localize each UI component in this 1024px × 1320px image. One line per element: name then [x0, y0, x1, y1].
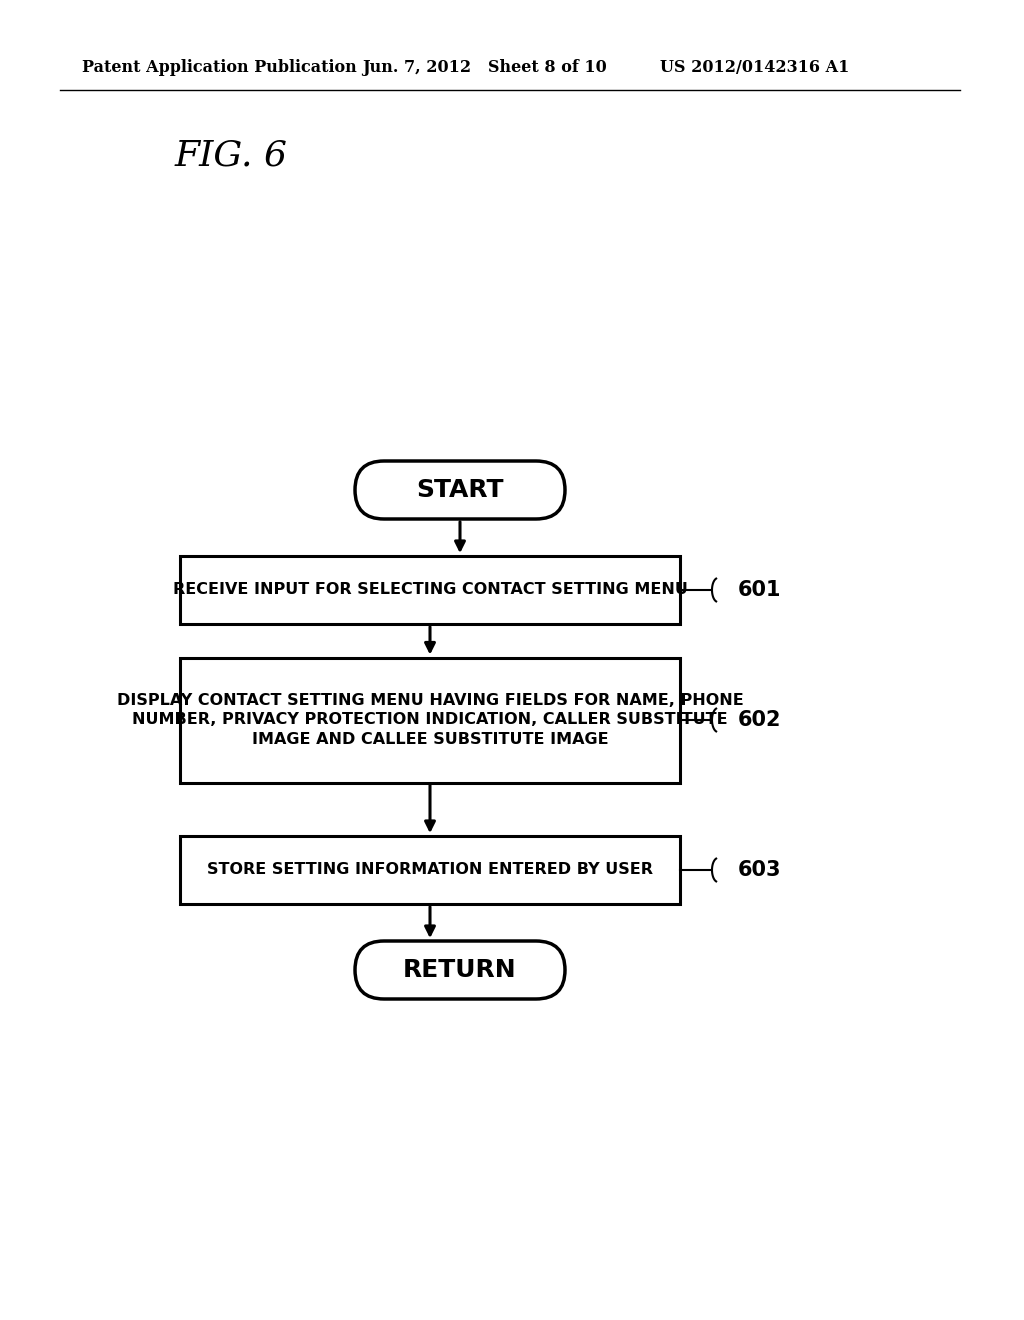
Bar [180, 556, 680, 624]
Text: Patent Application Publication: Patent Application Publication [82, 59, 356, 77]
Text: 603: 603 [738, 861, 781, 880]
Text: DISPLAY CONTACT SETTING MENU HAVING FIELDS FOR NAME, PHONE
NUMBER, PRIVACY PROTE: DISPLAY CONTACT SETTING MENU HAVING FIEL… [117, 693, 743, 747]
Text: START: START [416, 478, 504, 502]
Text: Jun. 7, 2012   Sheet 8 of 10: Jun. 7, 2012 Sheet 8 of 10 [362, 59, 607, 77]
Text: RECEIVE INPUT FOR SELECTING CONTACT SETTING MENU: RECEIVE INPUT FOR SELECTING CONTACT SETT… [173, 582, 687, 598]
FancyBboxPatch shape [355, 941, 565, 999]
FancyBboxPatch shape [355, 461, 565, 519]
Text: US 2012/0142316 A1: US 2012/0142316 A1 [660, 59, 849, 77]
Bar [180, 657, 680, 783]
Bar [180, 836, 680, 904]
Text: 602: 602 [738, 710, 781, 730]
Text: FIG. 6: FIG. 6 [175, 139, 288, 172]
Text: 601: 601 [738, 579, 781, 601]
Text: STORE SETTING INFORMATION ENTERED BY USER: STORE SETTING INFORMATION ENTERED BY USE… [207, 862, 653, 878]
Text: RETURN: RETURN [403, 958, 517, 982]
